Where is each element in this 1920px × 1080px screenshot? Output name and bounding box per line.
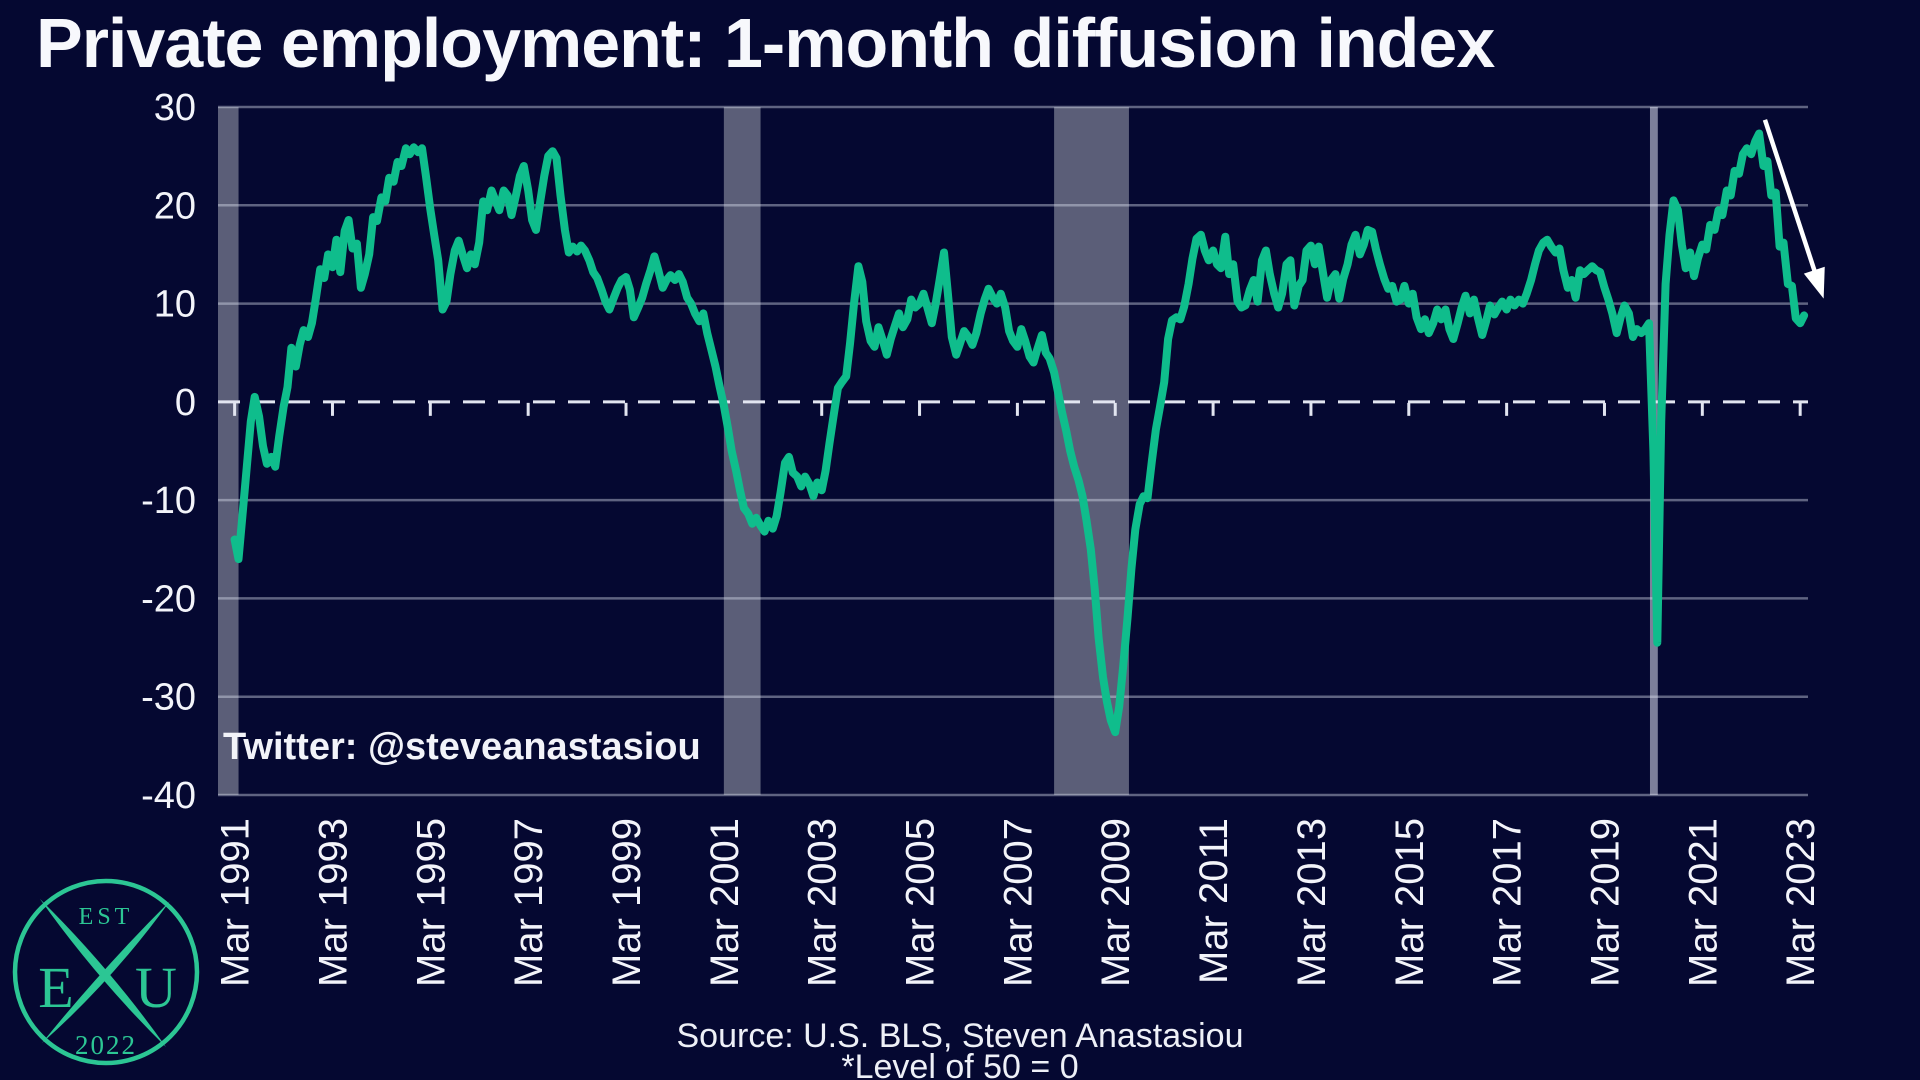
x-tick-label: Mar 2013 xyxy=(1290,818,1334,987)
y-tick-label: 0 xyxy=(175,382,196,424)
x-tick-label: Mar 1999 xyxy=(605,818,649,987)
x-tick-label: Mar 2023 xyxy=(1779,818,1823,987)
y-tick-label: 20 xyxy=(154,185,196,227)
logo-e-letter: E xyxy=(38,955,73,1020)
y-tick-label: -30 xyxy=(141,677,196,719)
x-tick-label: Mar 2009 xyxy=(1094,818,1138,987)
logo-est-label: EST xyxy=(79,904,134,930)
y-tick-label: -40 xyxy=(141,775,196,817)
x-tick-label: Mar 2003 xyxy=(801,818,845,987)
x-tick-label: Mar 1995 xyxy=(409,818,453,987)
logo-circle xyxy=(12,878,200,1066)
x-tick-label: Mar 1993 xyxy=(311,818,355,987)
x-tick-label: Mar 2015 xyxy=(1388,818,1432,987)
exu-logo: EST 2022 E U xyxy=(12,878,200,1066)
x-tick-label: Mar 2019 xyxy=(1583,818,1627,987)
logo-blade2-icon xyxy=(42,901,170,1043)
recession-1990-91 xyxy=(218,107,239,795)
x-tick-label: Mar 2007 xyxy=(996,818,1040,987)
y-tick-label: 30 xyxy=(154,87,196,129)
x-tick-label: Mar 2017 xyxy=(1486,818,1530,987)
logo-u-letter: U xyxy=(135,955,177,1020)
x-tick-label: Mar 2001 xyxy=(703,818,747,987)
twitter-handle-note: Twitter: @steveanastasiou xyxy=(223,726,701,768)
x-tick-label: Mar 2021 xyxy=(1681,818,1725,987)
source-note: Source: U.S. BLS, Steven Anastasiou xyxy=(676,1017,1244,1055)
x-tick-label: Mar 2005 xyxy=(899,818,943,987)
y-tick-label: -10 xyxy=(141,480,196,522)
level-footnote: *Level of 50 = 0 xyxy=(841,1048,1079,1080)
trend-arrow-head-icon xyxy=(1803,266,1825,299)
x-tick-label: Mar 1991 xyxy=(214,818,258,987)
page-title: Private employment: 1-month diffusion in… xyxy=(36,4,1495,82)
y-tick-label: 10 xyxy=(154,284,196,326)
y-tick-label: -20 xyxy=(141,578,196,620)
x-tick-label: Mar 1997 xyxy=(507,818,551,987)
x-tick-label: Mar 2011 xyxy=(1192,818,1236,984)
trend-arrow-shaft xyxy=(1762,119,1819,279)
series-line xyxy=(230,129,1809,737)
logo-year-label: 2022 xyxy=(75,1030,137,1060)
